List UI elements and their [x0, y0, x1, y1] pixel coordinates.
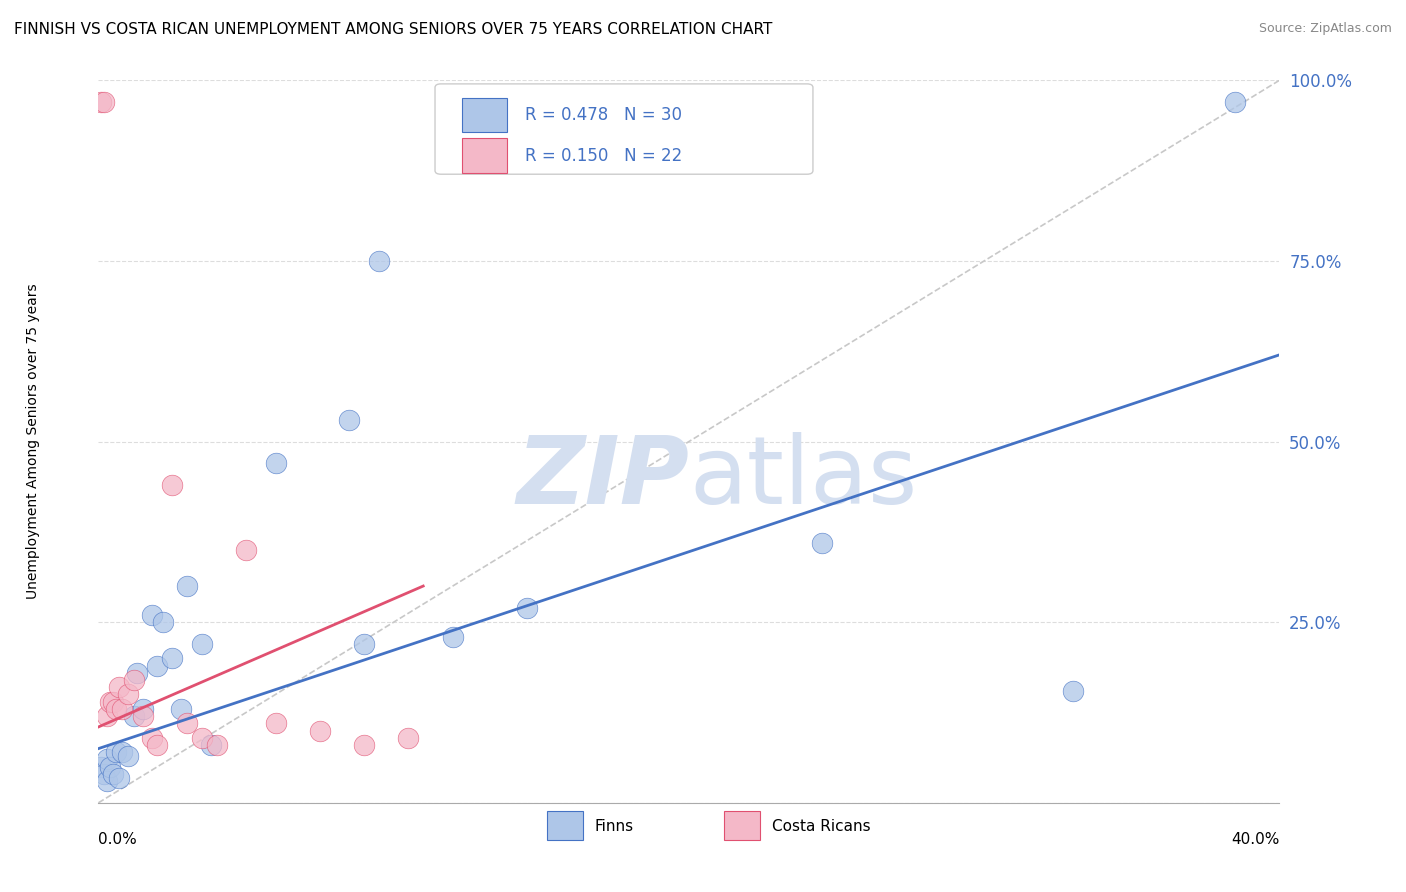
Point [162, 651, 183, 665]
FancyBboxPatch shape [724, 812, 759, 840]
Point [125, 665, 148, 680]
Point [1225, 95, 1247, 109]
Point [117, 748, 139, 763]
Point [103, 767, 125, 781]
Point [146, 658, 169, 673]
Point [98, 695, 121, 709]
Text: R = 0.150   N = 22: R = 0.150 N = 22 [524, 146, 682, 165]
Point [108, 680, 131, 694]
FancyBboxPatch shape [547, 812, 582, 840]
FancyBboxPatch shape [463, 97, 508, 132]
Point [205, 738, 228, 752]
Point [141, 607, 163, 622]
Text: 0.0%: 0.0% [98, 831, 138, 847]
Point [441, 630, 464, 644]
Point [122, 709, 145, 723]
Point [200, 738, 222, 752]
Text: Costa Ricans: Costa Ricans [772, 819, 870, 834]
Text: Finns: Finns [595, 819, 634, 834]
Text: atlas: atlas [689, 432, 917, 524]
Point [122, 673, 145, 687]
Point [353, 637, 375, 651]
Point [152, 615, 174, 630]
Point [103, 695, 125, 709]
Point [111, 702, 134, 716]
Point [309, 723, 332, 738]
Point [810, 535, 832, 549]
Point [111, 745, 134, 759]
Point [1062, 683, 1084, 698]
FancyBboxPatch shape [434, 84, 813, 174]
Point [93, 767, 115, 781]
Point [146, 738, 169, 752]
Point [98, 760, 121, 774]
Point [398, 731, 420, 745]
Text: FINNISH VS COSTA RICAN UNEMPLOYMENT AMONG SENIORS OVER 75 YEARS CORRELATION CHAR: FINNISH VS COSTA RICAN UNEMPLOYMENT AMON… [14, 22, 772, 37]
Point [96, 709, 118, 723]
Point [90, 760, 112, 774]
Point [132, 709, 155, 723]
Point [105, 702, 128, 716]
Point [368, 253, 391, 268]
Point [176, 579, 198, 593]
FancyBboxPatch shape [463, 138, 508, 173]
Text: Unemployment Among Seniors over 75 years: Unemployment Among Seniors over 75 years [27, 284, 41, 599]
Point [90, 95, 112, 109]
Point [235, 542, 257, 557]
Point [96, 752, 118, 766]
Point [117, 687, 139, 701]
Point [353, 738, 375, 752]
Point [339, 413, 361, 427]
Point [162, 478, 183, 492]
Point [264, 456, 287, 470]
Text: 40.0%: 40.0% [1232, 831, 1279, 847]
Point [108, 771, 131, 785]
Point [132, 702, 155, 716]
Point [191, 731, 214, 745]
Point [141, 731, 163, 745]
Point [191, 637, 214, 651]
Text: Source: ZipAtlas.com: Source: ZipAtlas.com [1258, 22, 1392, 36]
Point [176, 716, 198, 731]
Point [264, 716, 287, 731]
Point [170, 702, 193, 716]
Point [93, 95, 115, 109]
Text: R = 0.478   N = 30: R = 0.478 N = 30 [524, 106, 682, 124]
Point [96, 774, 118, 789]
Point [516, 600, 538, 615]
Text: ZIP: ZIP [516, 432, 689, 524]
Point [105, 745, 128, 759]
